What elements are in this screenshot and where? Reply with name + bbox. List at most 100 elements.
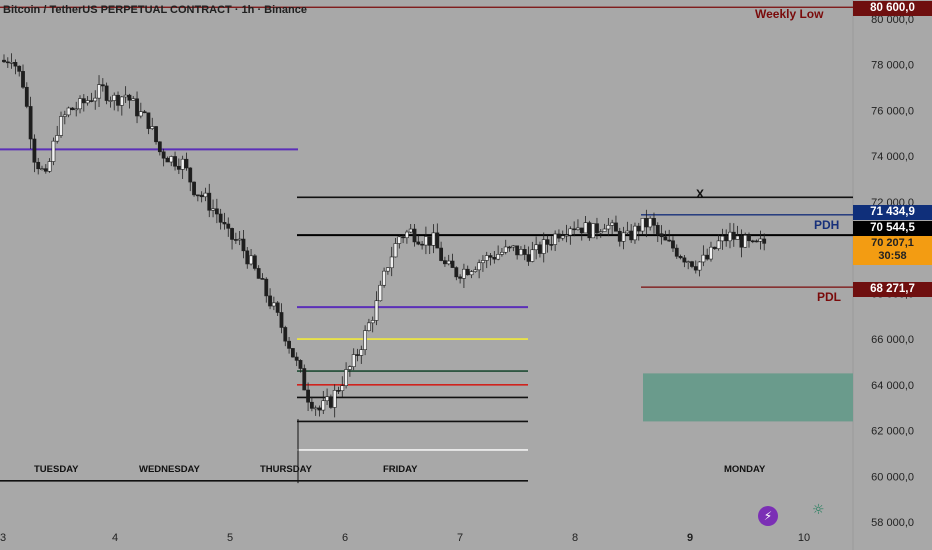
candle-body xyxy=(85,100,90,104)
candle-body xyxy=(138,111,143,117)
candle-body xyxy=(70,107,75,111)
candle-body xyxy=(405,231,409,239)
candle-body xyxy=(62,114,67,117)
candle-body xyxy=(264,278,269,297)
candle-body xyxy=(21,71,25,88)
candle-body xyxy=(389,256,394,269)
candle-body xyxy=(180,158,185,170)
x-tick-label: 4 xyxy=(112,532,118,544)
candle-body xyxy=(370,320,375,324)
candle-body xyxy=(302,368,307,391)
candle-body xyxy=(393,243,398,258)
candle-body xyxy=(5,61,10,64)
candle-body xyxy=(610,222,615,226)
y-tick-label: 62 000,0 xyxy=(871,426,914,438)
y-tick-label: 76 000,0 xyxy=(871,105,914,117)
candle-body xyxy=(313,407,318,410)
key-level-price-tag: 70 544,5 xyxy=(853,221,932,236)
candle-body xyxy=(469,271,474,276)
candle-body xyxy=(739,235,744,248)
candle-body xyxy=(617,230,622,242)
candle-body xyxy=(199,194,204,198)
y-tick-label: 58 000,0 xyxy=(871,517,914,529)
candle-body xyxy=(541,239,546,254)
candle-body xyxy=(750,240,755,243)
candle-body xyxy=(583,222,588,234)
candle-body xyxy=(481,260,485,264)
flash-icon[interactable]: ⚡ xyxy=(758,506,778,526)
candle-body xyxy=(24,86,29,107)
chart-title: Bitcoin / TetherUS PERPETUAL CONTRACT · … xyxy=(3,4,307,16)
candle-body xyxy=(241,238,246,252)
candle-body xyxy=(473,269,478,272)
candle-body xyxy=(712,246,717,249)
settings-sparkle-icon[interactable]: ☼ xyxy=(812,502,825,518)
candle-body xyxy=(705,254,710,260)
candle-body xyxy=(644,218,649,228)
candle-body xyxy=(424,236,428,246)
candle-body xyxy=(328,396,333,408)
candle-body xyxy=(557,233,561,239)
candle-body xyxy=(511,245,516,248)
candle-body xyxy=(534,244,539,251)
candle-body xyxy=(336,390,341,392)
candle-body xyxy=(743,235,748,248)
candle-body xyxy=(663,236,668,241)
candle-body xyxy=(435,232,440,249)
candle-body xyxy=(648,218,653,228)
candle-body xyxy=(36,161,41,170)
candle-body xyxy=(309,401,314,409)
candle-body xyxy=(47,161,52,172)
candle-body xyxy=(530,249,535,262)
x-tick-label: 3 xyxy=(0,532,6,544)
candle-body xyxy=(754,240,759,243)
candle-body xyxy=(355,354,360,356)
candle-body xyxy=(9,62,14,64)
candle-body xyxy=(13,62,18,67)
candle-body xyxy=(93,97,98,102)
candle-body xyxy=(173,156,177,167)
candle-body xyxy=(484,255,489,261)
candle-body xyxy=(100,84,105,87)
candle-body xyxy=(682,257,687,263)
candle-body xyxy=(104,85,109,101)
candle-body xyxy=(443,260,447,265)
y-tick-label: 64 000,0 xyxy=(871,380,914,392)
candle-body xyxy=(271,302,276,307)
candle-body xyxy=(207,192,212,211)
candle-body xyxy=(446,260,451,265)
y-tick-label: 80 000,0 xyxy=(871,14,914,26)
candle-body xyxy=(636,225,641,232)
candle-body xyxy=(431,232,436,246)
candle-body xyxy=(652,218,656,226)
candle-body xyxy=(359,349,364,356)
candle-body xyxy=(420,243,425,246)
candle-body xyxy=(633,225,637,241)
x-tick-label: 9 xyxy=(687,532,693,544)
candle-body xyxy=(260,278,265,280)
candle-body xyxy=(89,100,94,102)
candle-body xyxy=(325,396,329,402)
candle-body xyxy=(43,168,48,172)
candle-body xyxy=(731,231,736,240)
x-marker: X xyxy=(696,187,705,201)
candle-body xyxy=(135,98,139,117)
candle-body xyxy=(226,223,231,229)
candle-body xyxy=(587,222,592,239)
candle-body xyxy=(161,151,166,159)
candle-body xyxy=(332,390,337,408)
candle-body xyxy=(659,233,664,238)
candle-body xyxy=(397,236,402,244)
candle-body xyxy=(321,400,326,411)
candle-body xyxy=(724,235,729,242)
candle-body xyxy=(386,267,390,272)
candle-body xyxy=(40,168,44,170)
candle-body xyxy=(579,227,584,234)
candle-body xyxy=(119,96,124,106)
candle-body xyxy=(553,233,558,245)
candle-body xyxy=(317,407,322,411)
candle-body xyxy=(560,235,565,239)
candle-body xyxy=(690,261,694,267)
day-label-tuesday: TUESDAY xyxy=(34,464,79,475)
candle-body xyxy=(192,181,196,196)
